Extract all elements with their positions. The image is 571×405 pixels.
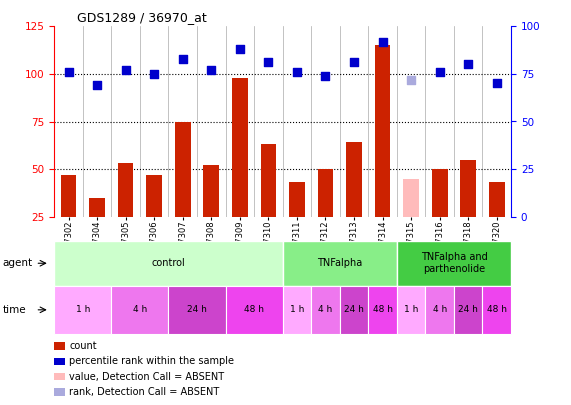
Point <box>292 69 301 75</box>
Text: 24 h: 24 h <box>187 305 207 314</box>
Text: 48 h: 48 h <box>244 305 264 314</box>
Text: TNFalpha and
parthenolide: TNFalpha and parthenolide <box>421 252 487 274</box>
Point <box>492 80 501 87</box>
Bar <box>346 143 362 264</box>
Bar <box>232 78 248 264</box>
Bar <box>118 163 134 264</box>
Point <box>349 59 359 66</box>
Text: percentile rank within the sample: percentile rank within the sample <box>69 356 234 366</box>
Text: 48 h: 48 h <box>372 305 393 314</box>
Point <box>435 69 444 75</box>
Bar <box>432 169 448 264</box>
Bar <box>175 122 191 264</box>
Point <box>407 77 416 83</box>
Point <box>264 59 273 66</box>
Bar <box>89 198 105 264</box>
Bar <box>146 175 162 264</box>
Text: 1 h: 1 h <box>404 305 419 314</box>
Bar <box>260 144 276 264</box>
Text: TNFalpha: TNFalpha <box>317 258 363 268</box>
Text: 24 h: 24 h <box>459 305 478 314</box>
Bar <box>375 45 391 264</box>
Bar <box>203 165 219 264</box>
Text: control: control <box>151 258 186 268</box>
Bar <box>289 182 305 264</box>
Point <box>378 38 387 45</box>
Point <box>64 69 73 75</box>
Bar <box>61 175 77 264</box>
Point <box>464 61 473 68</box>
Text: 4 h: 4 h <box>319 305 332 314</box>
Point <box>121 67 130 73</box>
Text: GDS1289 / 36970_at: GDS1289 / 36970_at <box>77 11 207 24</box>
Bar <box>403 179 419 264</box>
Text: agent: agent <box>3 258 33 268</box>
Text: 1 h: 1 h <box>75 305 90 314</box>
Text: value, Detection Call = ABSENT: value, Detection Call = ABSENT <box>69 372 224 382</box>
Text: 4 h: 4 h <box>433 305 447 314</box>
Text: 48 h: 48 h <box>486 305 507 314</box>
Point <box>178 55 187 62</box>
Point <box>93 82 102 89</box>
Point <box>321 72 330 79</box>
Text: 1 h: 1 h <box>289 305 304 314</box>
Text: 4 h: 4 h <box>133 305 147 314</box>
Text: rank, Detection Call = ABSENT: rank, Detection Call = ABSENT <box>69 387 219 397</box>
Bar <box>489 182 505 264</box>
Point <box>235 46 244 52</box>
Point <box>150 71 159 77</box>
Text: time: time <box>3 305 26 315</box>
Point <box>207 67 216 73</box>
Bar <box>317 169 333 264</box>
Text: 24 h: 24 h <box>344 305 364 314</box>
Text: count: count <box>69 341 96 351</box>
Bar <box>460 160 476 264</box>
